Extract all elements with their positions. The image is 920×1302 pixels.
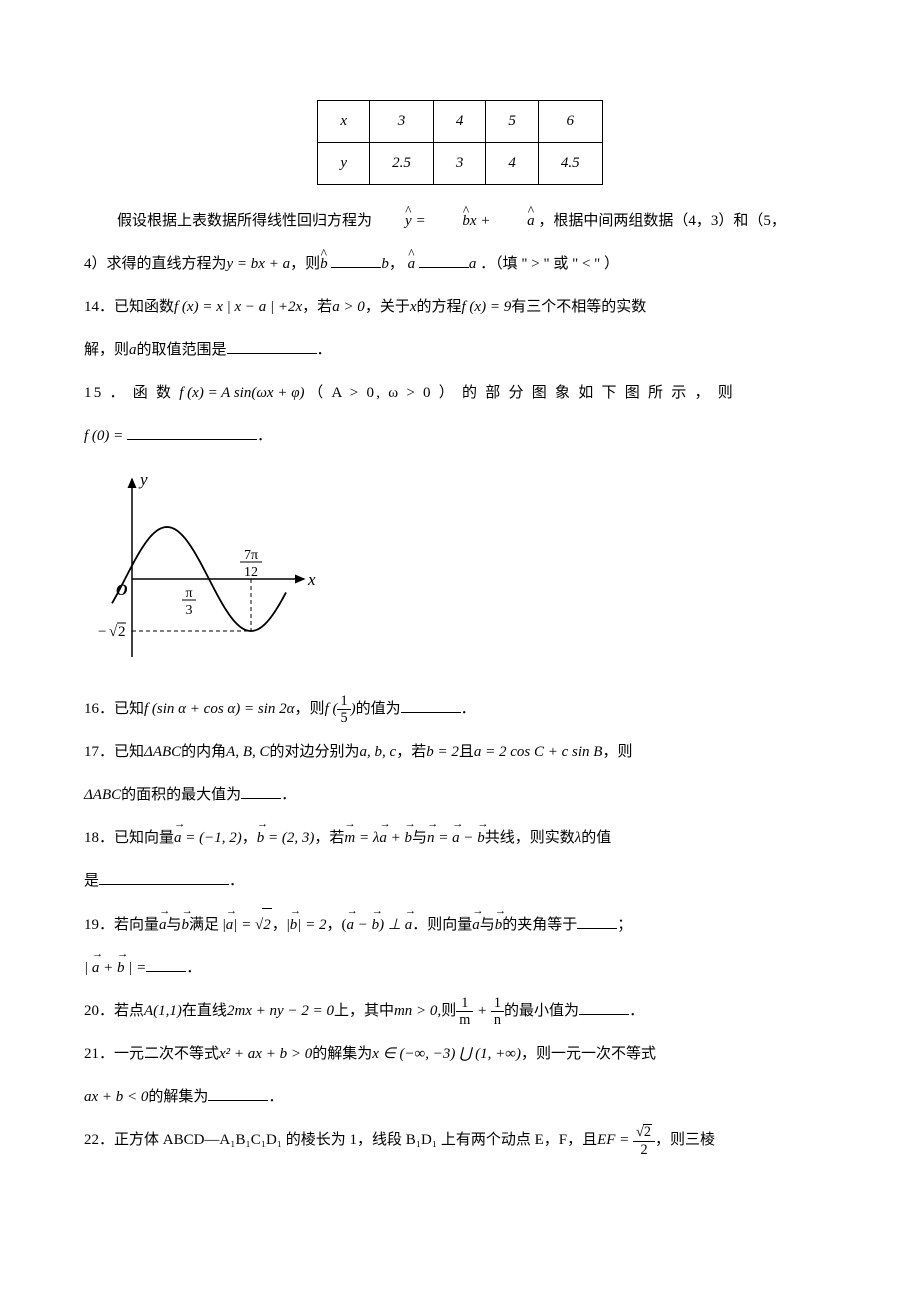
question-16: 16．已知f (sin α + cos α) = sin 2α，则f (15)的… [84,693,836,726]
table-cell: x [318,101,370,143]
sine-chart: y x Oπ 3 7π 12 −√2 [84,467,836,675]
blank-field [127,425,257,440]
question-22: 22．正方体 ABCD—A₁B₁C₁D₁ 的棱长为 1，线段 B₁D₁ 上有两个… [84,1124,836,1157]
table-cell: 2.5 [370,143,434,185]
svg-text:π: π [185,586,192,601]
question-19-line2: | a + b | =． [84,952,836,985]
svg-text:x: x [307,570,316,589]
table-cell: 3 [433,143,486,185]
blank-field [99,870,229,885]
svg-text:3: 3 [186,603,193,618]
blank-field [401,698,461,713]
table-cell: 3 [370,101,434,143]
svg-text:2: 2 [118,624,126,640]
question-18-line1: 18．已知向量a = (−1, 2)，b = (2, 3)，若m = λa + … [84,822,836,855]
blank-field [419,253,469,268]
question-13-line1: 假设根据上表数据所得线性回归方程为y = bx + a ，根据中间两组数据（4，… [84,205,836,238]
question-15-line1: 15 ． 函 数 f (x) = A sin(ωx + φ) （ A > 0, … [84,377,836,410]
question-14-line2: 解，则a的取值范围是． [84,334,836,367]
table-cell: 4 [486,143,539,185]
blank-field [577,914,617,929]
question-21-line2: ax + b < 0的解集为． [84,1081,836,1114]
question-17-line2: ΔABC的面积的最大值为． [84,779,836,812]
data-table: x 3 4 5 6 y 2.5 3 4 4.5 [317,100,602,185]
question-17-line1: 17．已知ΔABC的内角A, B, C的对边分别为a, b, c，若b = 2且… [84,736,836,769]
question-19-line1: 19．若向量a与b满足 |a| = 2，|b| = 2，(a − b) ⊥ a．… [84,908,836,942]
table-cell: 4.5 [538,143,602,185]
table-cell: 5 [486,101,539,143]
blank-field [241,784,281,799]
svg-text:√: √ [109,624,118,640]
svg-text:−: − [98,624,106,640]
blank-field [208,1086,268,1101]
svg-text:O: O [116,582,128,599]
question-20: 20．若点A(1,1)在直线2mx + ny − 2 = 0上，其中mn > 0… [84,995,836,1028]
blank-field [579,1000,629,1015]
svg-text:12: 12 [244,565,258,580]
question-18-line2: 是． [84,865,836,898]
question-14-line1: 14．已知函数f (x) = x | x − a | +2x，若a > 0，关于… [84,291,836,324]
blank-field [227,339,317,354]
question-21-line1: 21．一元二次不等式x² + ax + b > 0的解集为x ∈ (−∞, −3… [84,1038,836,1071]
a-hat: a [494,205,535,238]
blank-field [331,253,381,268]
table-row: y 2.5 3 4 4.5 [318,143,602,185]
svg-text:y: y [138,470,148,489]
question-15-line2: f (0) = ． [84,420,836,453]
table-row: x 3 4 5 6 [318,101,602,143]
table-cell: 4 [433,101,486,143]
question-13-line2: 4）求得的直线方程为y = bx + a，则b b， a a ．（填 " > "… [84,248,836,281]
svg-text:7π: 7π [244,548,258,563]
y-hat: y [372,205,412,238]
blank-field [146,957,186,972]
table-cell: 6 [538,101,602,143]
table-cell: y [318,143,370,185]
b-hat: b [429,205,470,238]
